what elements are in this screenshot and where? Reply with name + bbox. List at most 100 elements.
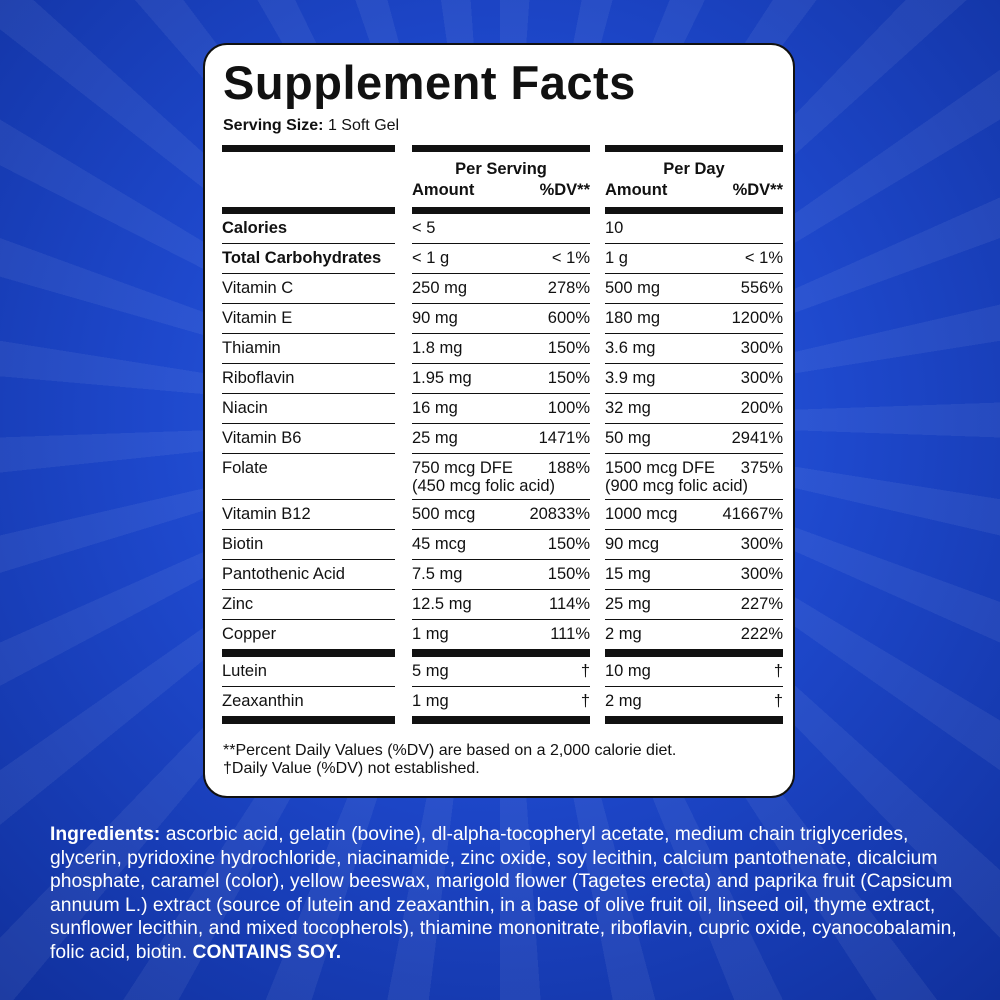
nutrient-name: Vitamin E bbox=[222, 309, 293, 327]
amount: 45 mcg bbox=[412, 535, 467, 553]
amount: 3.6 mg bbox=[605, 339, 656, 357]
amount-cell: 15 mg 300% bbox=[605, 560, 783, 590]
amount: 1 g bbox=[605, 249, 628, 267]
daily-value: 556% bbox=[740, 279, 783, 297]
amount-cell: 1 mg 111% bbox=[412, 620, 590, 650]
daily-value: † bbox=[773, 662, 783, 680]
rule-segment bbox=[412, 207, 590, 214]
amount: 1 mg bbox=[412, 625, 449, 643]
nutrient-cell: Vitamin E bbox=[222, 304, 395, 334]
nutrient-name: Calories bbox=[222, 219, 288, 237]
nutrient-cell: Folate bbox=[222, 454, 395, 500]
rule-segment bbox=[412, 650, 590, 657]
amount-cell: 7.5 mg 150% bbox=[412, 560, 590, 590]
footnote: **Percent Daily Values (%DV) are based o… bbox=[223, 742, 677, 759]
nutrient-cell: Copper bbox=[222, 620, 395, 650]
daily-value: † bbox=[580, 692, 590, 710]
amount-cell: 45 mcg 150% bbox=[412, 530, 590, 560]
thick-rule bbox=[222, 145, 783, 152]
nutrient-row: Pantothenic Acid 7.5 mg 150% 15 mg 300% bbox=[222, 560, 783, 590]
nutrient-cell: Vitamin B12 bbox=[222, 500, 395, 530]
amount-cell: 180 mg 1200% bbox=[605, 304, 783, 334]
daily-value: 188% bbox=[547, 459, 590, 477]
rule-segment bbox=[605, 650, 783, 657]
daily-value: 278% bbox=[547, 279, 590, 297]
amount: 750 mcg DFE bbox=[412, 459, 513, 477]
amount: 500 mcg bbox=[412, 505, 476, 523]
column-subheads: Amount %DV** bbox=[412, 179, 590, 207]
daily-value: 200% bbox=[740, 399, 783, 417]
dv-heading: %DV** bbox=[732, 181, 783, 199]
daily-value: 2941% bbox=[731, 429, 783, 447]
daily-value: 150% bbox=[547, 565, 590, 583]
facts-table: Per Serving Amount %DV** Per Day Amount %DV**… bbox=[222, 145, 783, 724]
nutrient-row: Vitamin B12 500 mcg 20833% 1000 mcg 41667% bbox=[222, 500, 783, 530]
nutrient-cell: Riboflavin bbox=[222, 364, 395, 394]
nutrient-cell: Pantothenic Acid bbox=[222, 560, 395, 590]
nutrient-row: Thiamin 1.8 mg 150% 3.6 mg 300% bbox=[222, 334, 783, 364]
daily-value: 20833% bbox=[529, 505, 590, 523]
amount: 90 mcg bbox=[605, 535, 660, 553]
rule-segment bbox=[222, 717, 395, 724]
nutrient-row: Copper 1 mg 111% 2 mg 222% bbox=[222, 620, 783, 650]
amount-cell: 2 mg 222% bbox=[605, 620, 783, 650]
nutrient-cell: Niacin bbox=[222, 394, 395, 424]
amount: 90 mg bbox=[412, 309, 458, 327]
amount: 32 mg bbox=[605, 399, 651, 417]
rule-segment bbox=[412, 717, 590, 724]
nutrient-name: Folate bbox=[222, 459, 268, 477]
footnote: †Daily Value (%DV) not established. bbox=[223, 760, 480, 777]
amount: 500 mg bbox=[605, 279, 661, 297]
nutrient-row: Zinc 12.5 mg 114% 25 mg 227% bbox=[222, 590, 783, 620]
serving-size-label: Serving Size: bbox=[223, 117, 324, 134]
daily-value: 41667% bbox=[722, 505, 783, 523]
amount: 2 mg bbox=[605, 692, 642, 710]
rule-segment bbox=[222, 650, 395, 657]
amount-cell: 90 mg 600% bbox=[412, 304, 590, 334]
nutrient-name: Niacin bbox=[222, 399, 268, 417]
allergen-statement: CONTAINS SOY. bbox=[192, 941, 342, 963]
daily-value: 300% bbox=[740, 535, 783, 553]
nutrient-name: Thiamin bbox=[222, 339, 281, 357]
amount: 5 mg bbox=[412, 662, 449, 680]
amount: 180 mg bbox=[605, 309, 661, 327]
amount-cell: 1 mg † bbox=[412, 687, 590, 717]
column-heading: Per Serving bbox=[455, 160, 547, 178]
nutrient-row: Riboflavin 1.95 mg 150% 3.9 mg 300% bbox=[222, 364, 783, 394]
nutrient-cell: Zinc bbox=[222, 590, 395, 620]
rule-segment bbox=[605, 145, 783, 152]
nutrient-row: Calories < 5 10 bbox=[222, 214, 783, 244]
amount-cell: < 5 bbox=[412, 214, 590, 244]
amount-cell: 2 mg † bbox=[605, 687, 783, 717]
daily-value: 1471% bbox=[538, 429, 590, 447]
daily-value: 600% bbox=[547, 309, 590, 327]
rule-segment bbox=[605, 207, 783, 214]
nutrient-name: Biotin bbox=[222, 535, 264, 553]
amount: 15 mg bbox=[605, 565, 651, 583]
daily-value: 300% bbox=[740, 339, 783, 357]
amount-cell: 16 mg 100% bbox=[412, 394, 590, 424]
column-header: Per Day Amount %DV** bbox=[605, 152, 783, 207]
nutrient-name: Zinc bbox=[222, 595, 254, 613]
nutrient-row: Niacin 16 mg 100% 32 mg 200% bbox=[222, 394, 783, 424]
nutrient-row: Lutein 5 mg † 10 mg † bbox=[222, 657, 783, 687]
amount: 12.5 mg bbox=[412, 595, 472, 613]
amount-cell: 1 g < 1% bbox=[605, 244, 783, 274]
daily-value: 227% bbox=[740, 595, 783, 613]
daily-value: < 1% bbox=[744, 249, 783, 267]
panel-title: Supplement Facts bbox=[223, 56, 636, 109]
daily-value: 100% bbox=[547, 399, 590, 417]
amount: 1 mg bbox=[412, 692, 449, 710]
amount: 16 mg bbox=[412, 399, 458, 417]
amount: 250 mg bbox=[412, 279, 468, 297]
amount: 1.95 mg bbox=[412, 369, 472, 387]
amount: 25 mg bbox=[412, 429, 458, 447]
nutrient-row: Total Carbohydrates < 1 g < 1% 1 g < 1% bbox=[222, 244, 783, 274]
amount: 25 mg bbox=[605, 595, 651, 613]
nutrient-cell: Lutein bbox=[222, 657, 395, 687]
amount-cell: 10 mg † bbox=[605, 657, 783, 687]
amount-note: (450 mcg folic acid) bbox=[412, 477, 556, 495]
supplement-facts-panel: Supplement Facts Serving Size: 1 Soft Ge… bbox=[203, 43, 795, 798]
daily-value: † bbox=[580, 662, 590, 680]
column-subheads: Amount %DV** bbox=[605, 179, 783, 207]
